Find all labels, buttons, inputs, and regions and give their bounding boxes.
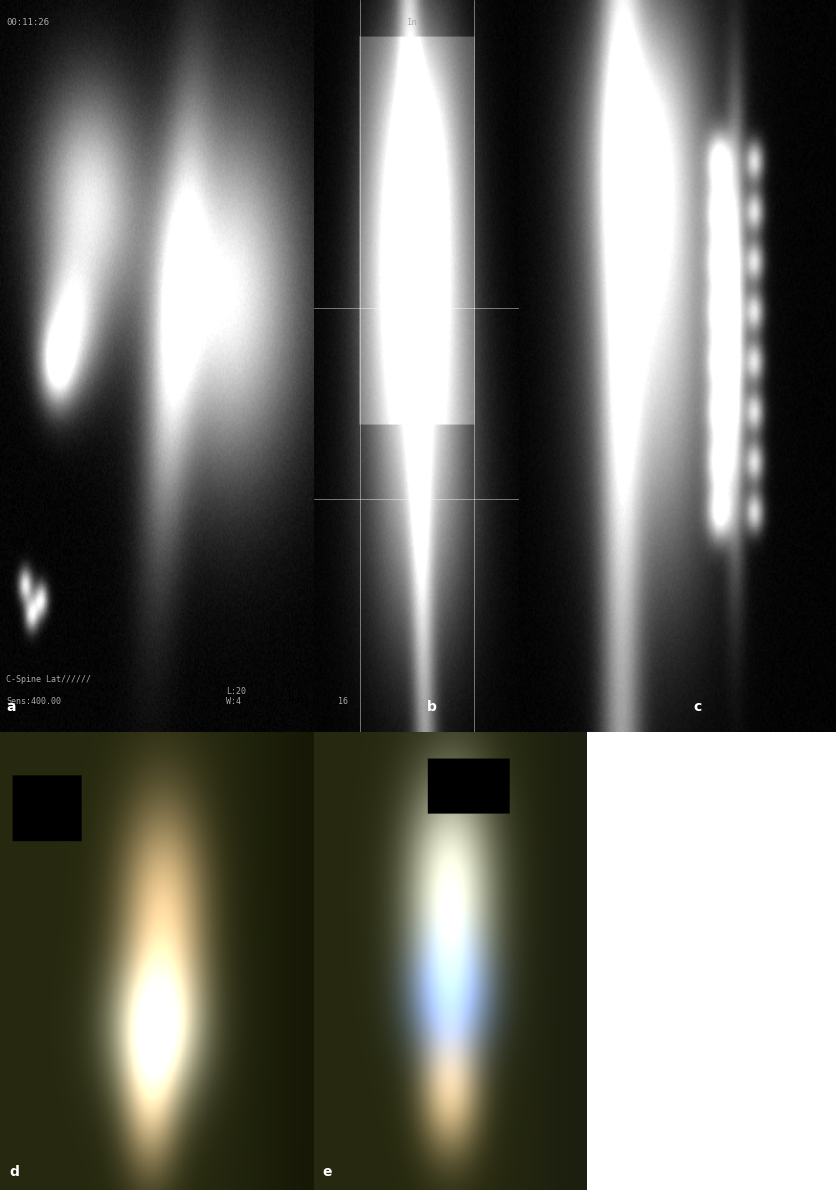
Text: e: e	[322, 1165, 331, 1178]
Text: d: d	[9, 1165, 19, 1178]
Text: In: In	[405, 18, 416, 27]
Text: b: b	[426, 700, 436, 714]
Text: a: a	[7, 700, 16, 714]
Text: 16: 16	[338, 697, 348, 706]
Text: 00:11:26: 00:11:26	[7, 18, 49, 27]
Text: C-Spine Lat//////: C-Spine Lat//////	[7, 675, 91, 684]
Text: Sens:400.00: Sens:400.00	[7, 697, 61, 706]
Text: c: c	[693, 700, 701, 714]
Text: L:20
W:4: L:20 W:4	[226, 687, 246, 706]
